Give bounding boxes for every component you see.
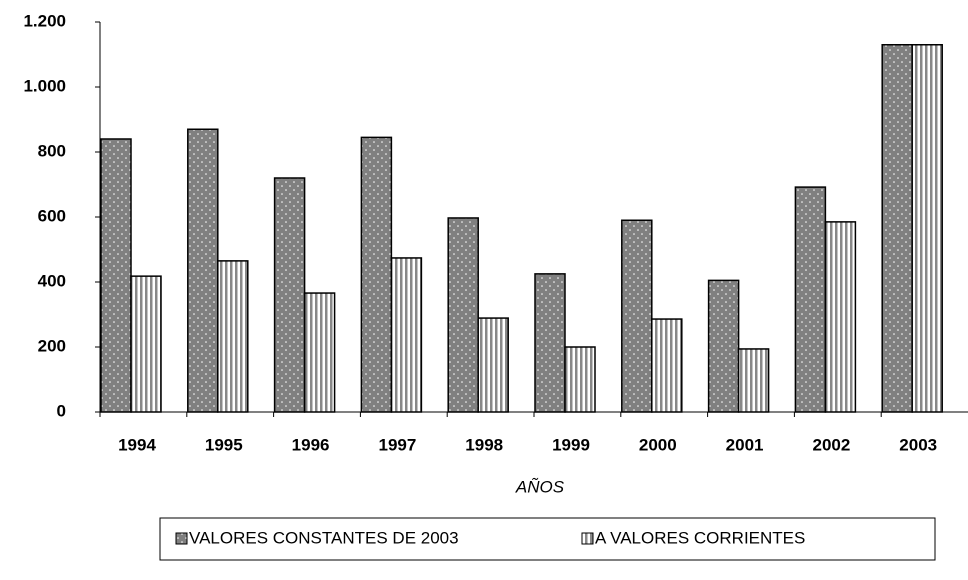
bar [217, 260, 249, 413]
x-tick-label: 2002 [812, 435, 850, 454]
bar [100, 138, 132, 413]
y-tick-label: 600 [38, 206, 66, 225]
bar [881, 44, 913, 413]
x-axis-label: AÑOS [515, 477, 565, 496]
bar [390, 257, 423, 413]
x-tick-label: 2003 [899, 435, 937, 454]
bar [564, 346, 596, 413]
y-tick-label: 400 [38, 271, 66, 290]
x-tick-label: 1994 [118, 435, 156, 454]
bar [130, 275, 162, 413]
y-tick-label: 1.200 [23, 11, 66, 30]
bar [621, 219, 653, 413]
bar [911, 44, 943, 413]
bar [794, 186, 827, 413]
y-tick-label: 0 [57, 401, 66, 420]
y-tick-label: 1.000 [23, 76, 66, 95]
bar [651, 318, 683, 413]
legend-box [159, 517, 936, 561]
legend-label: VALORES CONSTANTES DE 2003 [189, 528, 459, 547]
bar [737, 348, 770, 413]
bar [303, 292, 336, 413]
bar [360, 136, 393, 413]
x-tick-label: 1997 [378, 435, 416, 454]
bar [273, 177, 306, 413]
x-tick-label: 2000 [639, 435, 677, 454]
legend-label: A VALORES CORRIENTES [595, 528, 805, 547]
bar [707, 279, 740, 413]
bar [447, 217, 479, 413]
y-tick-label: 800 [38, 141, 66, 160]
bar [187, 128, 219, 413]
x-tick-label: 2001 [726, 435, 764, 454]
bar [477, 317, 509, 413]
bar [824, 221, 857, 413]
legend-swatch [581, 532, 594, 545]
x-tick-label: 1995 [205, 435, 243, 454]
x-tick-label: 1996 [292, 435, 330, 454]
legend-swatch [175, 532, 188, 545]
x-tick-label: 1999 [552, 435, 590, 454]
y-tick-label: 200 [38, 336, 66, 355]
bar [534, 273, 566, 413]
x-tick-label: 1998 [465, 435, 503, 454]
